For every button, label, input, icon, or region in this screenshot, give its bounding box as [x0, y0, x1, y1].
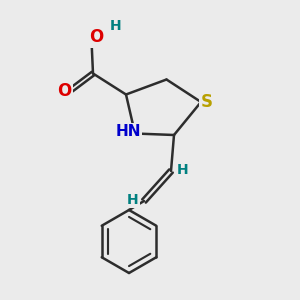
- Text: S: S: [200, 93, 212, 111]
- Text: H: H: [127, 193, 138, 206]
- Text: O: O: [57, 82, 72, 100]
- Text: HN: HN: [116, 124, 141, 140]
- Text: H: H: [110, 19, 121, 32]
- Text: H: H: [177, 163, 188, 176]
- Text: O: O: [89, 28, 103, 46]
